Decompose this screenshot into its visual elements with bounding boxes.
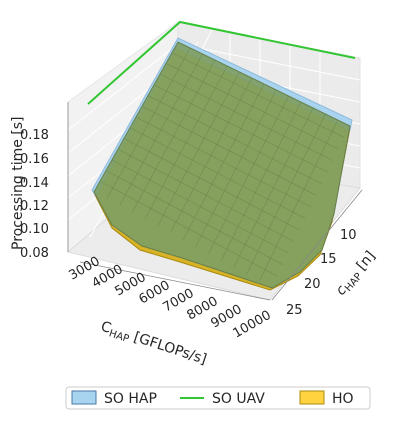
mesh-line (147, 95, 323, 185)
legend-label-ho: HO (332, 391, 354, 407)
mesh-line (208, 95, 289, 254)
y-tick-labels: 10 15 20 25 (286, 228, 357, 318)
y-tick-label: 25 (286, 303, 303, 318)
so-uav-line (87, 20, 356, 105)
y-axis-line (271, 189, 363, 301)
mesh-line (233, 107, 314, 268)
mesh-line (165, 63, 339, 150)
z-tick-label: 0.16 (20, 152, 49, 167)
legend-label-so-hap: SO HAP (104, 391, 157, 407)
surface-mesh (99, 47, 345, 282)
z-tick-label: 0.12 (20, 199, 49, 214)
mesh-line (141, 106, 317, 196)
mesh-line (220, 101, 302, 261)
x-axis-line (79, 261, 271, 301)
mesh-line (159, 73, 334, 161)
y-axis-label: cHAP [n] (333, 248, 380, 300)
z-tick-label: 0.10 (20, 222, 49, 237)
z-tick-labels: 0.18 0.16 0.14 0.12 0.10 0.08 (20, 128, 49, 261)
mesh-line (171, 52, 345, 138)
legend-swatch-ho (299, 390, 325, 405)
mesh-line (246, 113, 326, 275)
legend-swatch-so-hap (71, 390, 97, 405)
mesh-line (182, 83, 265, 241)
legend-box (65, 386, 371, 410)
x-axis-label: CHAP [GFLOPs/s] (98, 319, 208, 370)
z-tick-label: 0.18 (20, 128, 49, 143)
y-tick-label: 15 (320, 252, 337, 267)
mesh-line (259, 119, 338, 282)
y-tick-label: 10 (340, 228, 357, 243)
mesh-line (153, 84, 328, 173)
mesh-line (195, 89, 277, 247)
z-tick-label: 0.14 (20, 176, 49, 191)
z-tick-label: 0.08 (20, 246, 49, 261)
legend-label-so-uav: SO UAV (212, 391, 265, 407)
legend: SO HAP SO UAV HO (65, 386, 371, 410)
z-axis-label: Processing time [s] (10, 116, 26, 250)
y-tick-label: 20 (304, 277, 321, 292)
